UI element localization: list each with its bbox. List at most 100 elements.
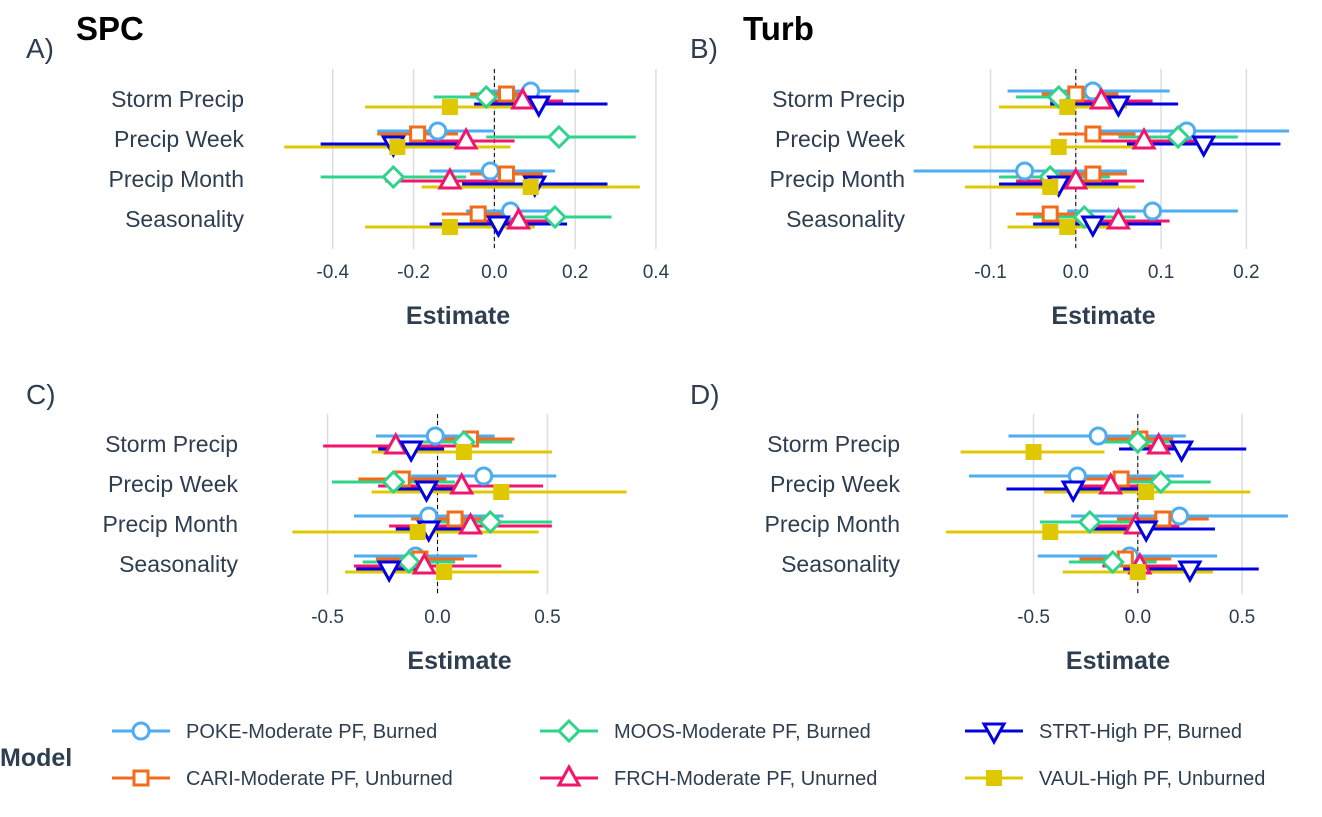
estimate-point bbox=[1131, 126, 1157, 150]
estimate-point bbox=[542, 204, 568, 230]
estimate-point bbox=[478, 509, 503, 535]
estimate-point bbox=[425, 426, 445, 446]
estimate-point bbox=[1025, 444, 1042, 460]
x-tick-label: 0.0 bbox=[1125, 607, 1151, 628]
estimate-point bbox=[1077, 509, 1102, 535]
y-category-label: Seasonality bbox=[125, 206, 244, 232]
estimate-point bbox=[381, 164, 406, 190]
estimate-point bbox=[1041, 205, 1059, 223]
chart-panel-1: -0.4 -0.2 0.0 0.2 0.4 Storm Precip Precip Week… bbox=[26, 10, 670, 330]
estimate-point bbox=[1129, 564, 1146, 580]
panel-label: B) bbox=[690, 33, 718, 64]
estimate-point bbox=[485, 215, 511, 239]
legend-item-label: POKE-Moderate PF, Burned bbox=[186, 721, 437, 743]
legend-item-label: STRT-High PF, Burned bbox=[1039, 721, 1242, 743]
x-tick-label: 0.4 bbox=[643, 262, 670, 283]
legend-item-label: FRCH-Moderate PF, Unurned bbox=[614, 768, 877, 790]
legend-key-marker bbox=[981, 722, 1007, 746]
estimate-point bbox=[522, 179, 539, 195]
legend-key-marker bbox=[556, 763, 582, 787]
estimate-point bbox=[455, 444, 472, 460]
panel-label: A) bbox=[26, 33, 54, 64]
estimate-point bbox=[1148, 469, 1173, 495]
estimate-point bbox=[389, 139, 406, 155]
estimate-point bbox=[546, 124, 572, 150]
estimate-point bbox=[1063, 166, 1089, 190]
estimate-point bbox=[506, 206, 532, 230]
estimate-point bbox=[1088, 426, 1108, 446]
estimate-point bbox=[428, 121, 448, 141]
estimate-point bbox=[493, 484, 510, 500]
estimate-point bbox=[1042, 524, 1059, 540]
legend-item: STRT-High PF, Burned bbox=[965, 721, 1242, 746]
estimate-point bbox=[396, 549, 422, 575]
y-category-label: Precip Month bbox=[764, 511, 900, 537]
x-axis-label: Estimate bbox=[1066, 647, 1170, 675]
legend-key-marker bbox=[986, 770, 1002, 786]
y-category-label: Seasonality bbox=[786, 206, 905, 232]
estimate-point bbox=[398, 440, 424, 464]
legend-item: VAUL-High PF, Unburned bbox=[965, 768, 1265, 790]
chart-panel-2: -0.1 0.0 0.1 0.2 Storm Precip Precip Week Prec… bbox=[690, 10, 1289, 330]
y-category-label: Seasonality bbox=[119, 551, 238, 577]
estimate-point bbox=[1059, 99, 1076, 115]
estimate-point bbox=[474, 466, 494, 486]
estimate-point bbox=[1084, 125, 1102, 143]
estimate-point bbox=[1169, 440, 1195, 464]
y-category-label: Storm Precip bbox=[105, 431, 238, 457]
x-tick-label: -0.1 bbox=[974, 262, 1007, 283]
x-axis-label: Estimate bbox=[407, 647, 511, 675]
estimate-point bbox=[526, 95, 552, 119]
estimate-point bbox=[1166, 124, 1191, 150]
x-tick-label: -0.5 bbox=[1017, 607, 1050, 628]
chart-panel-3: -0.5 0.0 0.5 Storm Precip Precip Week Precip … bbox=[26, 379, 627, 675]
estimate-point bbox=[436, 564, 453, 580]
y-category-label: Precip Week bbox=[114, 126, 244, 152]
panel-title: SPC bbox=[76, 10, 144, 47]
estimate-point bbox=[1060, 480, 1086, 504]
estimate-point bbox=[1138, 484, 1155, 500]
estimate-point bbox=[1084, 165, 1102, 183]
estimate-point bbox=[1125, 429, 1150, 455]
estimate-point bbox=[1170, 506, 1190, 526]
x-tick-label: -0.2 bbox=[397, 262, 430, 283]
estimate-point bbox=[1067, 85, 1085, 103]
x-axis-label: Estimate bbox=[1051, 302, 1155, 330]
estimate-point bbox=[457, 511, 484, 535]
legend-item: POKE-Moderate PF, Burned bbox=[112, 721, 437, 743]
panel-label: C) bbox=[26, 379, 56, 410]
estimate-point bbox=[1143, 201, 1163, 221]
x-tick-label: 0.0 bbox=[1063, 262, 1089, 283]
legend-item-label: MOOS-Moderate PF, Burned bbox=[614, 721, 871, 743]
y-category-label: Storm Precip bbox=[772, 86, 905, 112]
estimate-point bbox=[1015, 161, 1035, 181]
y-category-label: Precip Week bbox=[770, 471, 900, 497]
estimate-point bbox=[1191, 135, 1217, 159]
legend-item-label: CARI-Moderate PF, Unburned bbox=[186, 768, 453, 790]
x-tick-label: 0.1 bbox=[1148, 262, 1174, 283]
estimate-point bbox=[376, 560, 402, 584]
x-tick-label: -0.5 bbox=[311, 607, 344, 628]
legend-key-marker bbox=[132, 769, 150, 787]
x-tick-label: 0.2 bbox=[562, 262, 588, 283]
estimate-point bbox=[1105, 95, 1131, 119]
y-category-label: Seasonality bbox=[781, 551, 900, 577]
estimate-point bbox=[449, 471, 475, 495]
estimate-point bbox=[1050, 139, 1067, 155]
estimate-point bbox=[469, 205, 487, 223]
chart-panel-4: -0.5 0.0 0.5 Storm Precip Precip Week Precip … bbox=[690, 379, 1288, 675]
y-category-label: Storm Precip bbox=[767, 431, 900, 457]
estimate-point bbox=[437, 166, 463, 190]
estimate-point bbox=[453, 126, 479, 150]
legend-item: CARI-Moderate PF, Unburned bbox=[112, 768, 453, 790]
estimate-point bbox=[497, 165, 515, 183]
estimate-point bbox=[1154, 510, 1172, 528]
y-category-label: Precip Month bbox=[769, 166, 905, 192]
x-tick-label: 0.0 bbox=[424, 607, 450, 628]
estimate-point bbox=[441, 99, 458, 115]
estimate-point bbox=[497, 85, 515, 103]
legend-title: Model bbox=[0, 744, 72, 772]
estimate-point bbox=[446, 510, 464, 528]
estimate-point bbox=[1080, 215, 1106, 239]
